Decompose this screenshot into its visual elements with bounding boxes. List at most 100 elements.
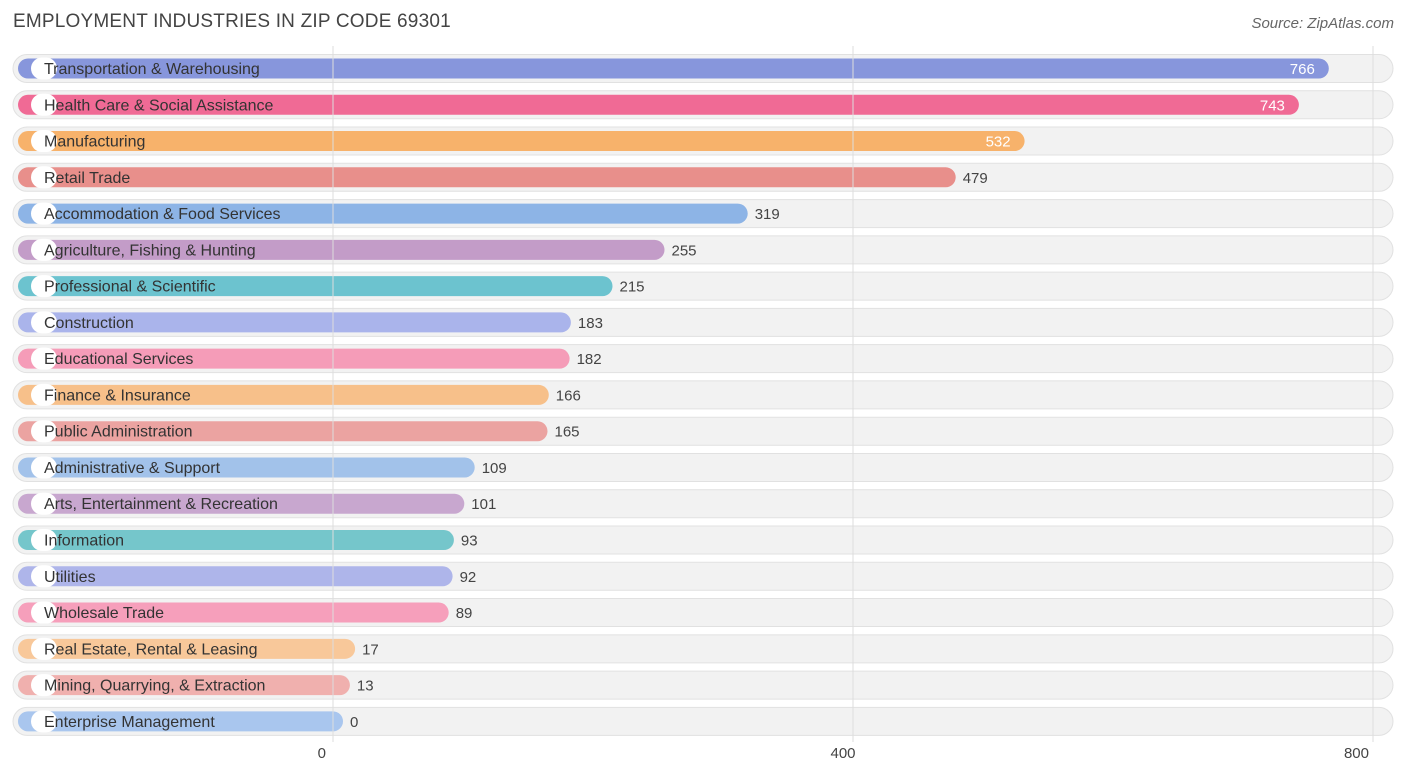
category-label-text: Health Care & Social Assistance [44, 97, 274, 114]
category-label: Transportation & Warehousing [31, 57, 260, 80]
category-label: Finance & Insurance [31, 383, 191, 406]
value-label: 109 [482, 460, 507, 477]
bars: Transportation & Warehousing 766 Health Ca… [12, 54, 1394, 736]
bar [18, 530, 454, 551]
x-tick-label: 800 [1344, 745, 1369, 762]
value-label: 165 [555, 424, 580, 441]
bar [18, 167, 956, 188]
category-label-text: Mining, Quarrying, & Extraction [44, 678, 265, 695]
category-label: Information [31, 529, 124, 552]
chart-title: EMPLOYMENT INDUSTRIES IN ZIP CODE 69301 [13, 11, 451, 32]
bar-track [12, 670, 1394, 700]
value-label: 319 [755, 206, 780, 223]
bar-track [12, 706, 1394, 736]
category-label: Educational Services [31, 347, 193, 370]
value-label: 532 [986, 134, 1011, 151]
category-label: Agriculture, Fishing & Hunting [31, 238, 256, 261]
category-label-background [31, 202, 57, 225]
bar-track [12, 634, 1394, 664]
category-label: Accommodation & Food Services [31, 202, 281, 225]
category-label: Professional & Scientific [31, 275, 216, 298]
category-label-background [31, 311, 57, 334]
category-label: Mining, Quarrying, & Extraction [31, 674, 265, 697]
category-label-background [31, 275, 57, 298]
category-label-text: Manufacturing [44, 134, 145, 151]
x-tick-label: 0 [318, 745, 326, 762]
bar [18, 94, 1299, 115]
bar [18, 493, 465, 514]
value-label: 766 [1290, 61, 1315, 78]
category-label-background [31, 93, 57, 116]
category-label: Arts, Entertainment & Recreation [31, 492, 278, 515]
category-label-text: Construction [44, 315, 134, 332]
category-label: Administrative & Support [31, 456, 221, 479]
category-label-background [31, 238, 57, 261]
category-label-background [31, 710, 57, 733]
value-label: 0 [350, 714, 358, 731]
value-label: 182 [577, 351, 602, 368]
bar [18, 711, 343, 732]
category-label-background [31, 166, 57, 189]
category-label: Enterprise Management [31, 710, 215, 733]
category-label-text: Utilities [44, 569, 96, 586]
category-label-text: Accommodation & Food Services [44, 206, 281, 223]
bar [18, 675, 350, 696]
category-label-text: Educational Services [44, 351, 193, 368]
bar [18, 203, 748, 224]
category-label-text: Arts, Entertainment & Recreation [44, 496, 278, 513]
bar [18, 421, 548, 442]
category-label-text: Transportation & Warehousing [44, 61, 260, 78]
value-label: 743 [1260, 97, 1285, 114]
category-label-background [31, 601, 57, 624]
category-label-text: Wholesale Trade [44, 605, 164, 622]
bar [18, 348, 570, 369]
category-label: Public Administration [31, 420, 193, 443]
category-label: Utilities [31, 565, 96, 588]
value-label: 101 [471, 496, 496, 513]
category-label-background [31, 57, 57, 80]
bar [18, 566, 453, 587]
category-label: Health Care & Social Assistance [31, 93, 274, 116]
category-label: Real Estate, Rental & Leasing [31, 637, 257, 660]
category-label: Manufacturing [31, 130, 145, 153]
category-label-text: Administrative & Support [44, 460, 221, 477]
value-label: 255 [672, 242, 697, 259]
value-label: 89 [456, 605, 473, 622]
category-label-text: Professional & Scientific [44, 279, 216, 296]
x-axis: 0 400 800 [318, 745, 1369, 762]
bar [18, 457, 475, 478]
category-label-text: Real Estate, Rental & Leasing [44, 641, 257, 658]
bar [18, 638, 356, 659]
category-label: Construction [31, 311, 134, 334]
value-label: 13 [357, 678, 374, 695]
x-tick-label: 400 [830, 745, 855, 762]
category-label-text: Retail Trade [44, 170, 130, 187]
category-label-background [31, 456, 57, 479]
category-label-text: Information [44, 533, 124, 550]
category-label-background [31, 130, 57, 153]
bar [18, 384, 549, 405]
value-label: 166 [556, 387, 581, 404]
value-label: 17 [362, 641, 379, 658]
category-label: Retail Trade [31, 166, 130, 189]
value-label: 479 [963, 170, 988, 187]
category-label-text: Public Administration [44, 424, 193, 441]
value-label: 92 [460, 569, 477, 586]
gridlines [332, 46, 1374, 742]
category-label-text: Agriculture, Fishing & Hunting [44, 242, 256, 259]
chart-source: Source: ZipAtlas.com [1251, 15, 1394, 32]
category-label-background [31, 674, 57, 697]
category-label-background [31, 383, 57, 406]
bar [18, 58, 1329, 79]
category-label-background [31, 492, 57, 515]
category-label-background [31, 637, 57, 660]
category-label-background [31, 529, 57, 552]
value-label: 93 [461, 533, 478, 550]
bar [18, 131, 1025, 152]
category-label-background [31, 420, 57, 443]
category-label-text: Finance & Insurance [44, 387, 191, 404]
category-label-background [31, 565, 57, 588]
bar [18, 239, 665, 260]
bar [18, 602, 449, 623]
